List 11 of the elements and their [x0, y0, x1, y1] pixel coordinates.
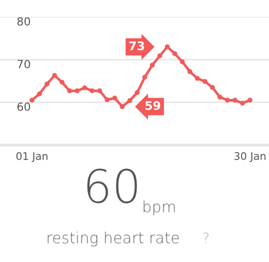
- text: resting heart rate: [48, 232, 179, 246]
- x-tick-label: 01 Jan: [16, 152, 48, 162]
- data-label: 73: [129, 41, 144, 50]
- data-label: 59: [145, 101, 160, 110]
- y-tick-label: 60: [17, 102, 30, 111]
- x-tick-label: 30 Jan: [234, 152, 266, 162]
- text: ?: [203, 232, 208, 243]
- text: 60: [87, 168, 137, 204]
- y-tick-label: 70: [18, 60, 30, 68]
- y-tick-label: 80: [17, 17, 30, 26]
- text: bpm: [144, 200, 175, 216]
